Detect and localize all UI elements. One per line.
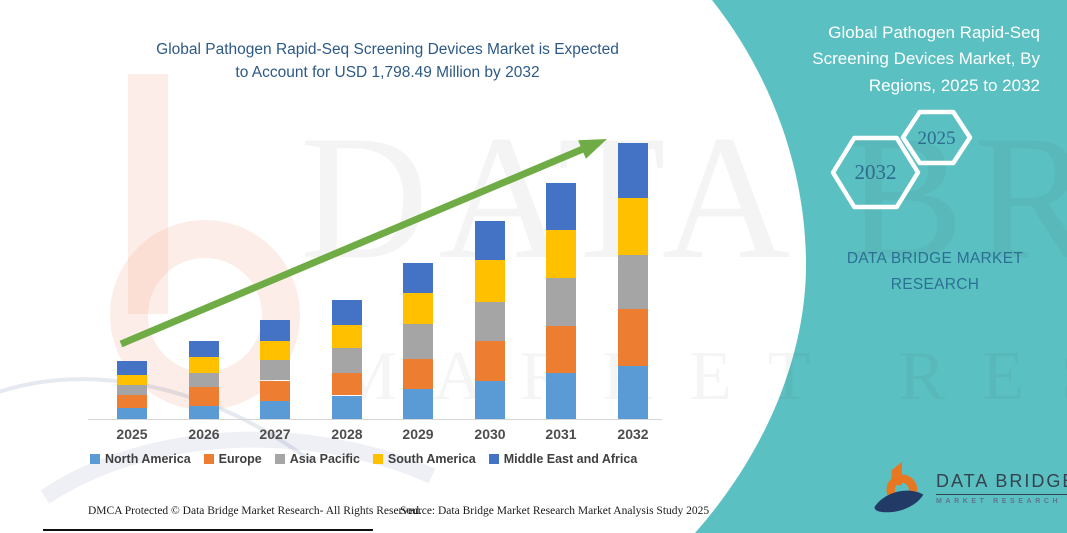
bar-segment-middle-east-and-africa-2031 (546, 182, 576, 230)
bar-segment-middle-east-and-africa-2029 (403, 262, 433, 293)
bar-segment-middle-east-and-africa-2026 (189, 340, 219, 357)
bar-segment-south-america-2028 (332, 325, 362, 349)
legend-label: Europe (218, 452, 262, 466)
bar-segment-europe-2031 (546, 326, 576, 373)
bar-segment-europe-2027 (260, 380, 290, 401)
bar-segment-asia-pacific-2028 (332, 348, 362, 374)
dbmr-logo-subtitle: MARKET RESEARCH (936, 498, 1062, 505)
panel-brand-text: DATA BRIDGE MARKET RESEARCH (846, 250, 1024, 294)
legend-item-middle-east-and-africa: Middle East and Africa (488, 452, 638, 466)
bar-segment-north-america-2032 (618, 365, 648, 419)
bar-segment-asia-pacific-2025 (117, 384, 147, 395)
bar-segment-north-america-2030 (475, 381, 505, 419)
bar-segment-europe-2030 (475, 341, 505, 382)
x-axis-label-2032: 2032 (617, 426, 649, 442)
panel-heading-line2: Screening Devices Market, By (812, 49, 1040, 69)
x-axis-label-2026: 2026 (188, 426, 220, 442)
bar-segment-middle-east-and-africa-2032 (618, 142, 648, 199)
bar-segment-asia-pacific-2026 (189, 372, 219, 387)
hexagon-2025-label: 2025 (918, 128, 956, 149)
footer-source-text: Source: Data Bridge Market Research Mark… (400, 505, 710, 517)
bar-segment-south-america-2032 (618, 198, 648, 256)
x-axis-line (88, 419, 662, 420)
bar-segment-europe-2028 (332, 373, 362, 396)
bar-segment-south-america-2029 (403, 293, 433, 324)
bar-segment-north-america-2026 (189, 406, 219, 419)
bar-segment-south-america-2026 (189, 356, 219, 373)
bar-segment-south-america-2031 (546, 230, 576, 278)
year-hexagons: 2025 2032 (830, 109, 973, 210)
bar-segment-north-america-2029 (403, 388, 433, 419)
legend-label: South America (387, 452, 476, 466)
bar-segment-asia-pacific-2029 (403, 323, 433, 359)
bar-segment-north-america-2028 (332, 395, 362, 419)
bar-segment-europe-2032 (618, 309, 648, 366)
dbmr-logo-text: DATA BRIDGE MARKET RESEARCH (936, 471, 1067, 505)
chart-legend: North America Europe Asia Pacific South Ame… (90, 452, 637, 466)
footer-dmca-text: DMCA Protected © Data Bridge Market Rese… (88, 505, 422, 517)
panel-heading-line3: Regions, 2025 to 2032 (868, 75, 1040, 95)
x-axis-label-2030: 2030 (474, 426, 506, 442)
hexagon-2032 (830, 135, 921, 210)
chart-title-line1: Global Pathogen Rapid-Seq Screening Devi… (156, 41, 619, 58)
x-axis-label-2027: 2027 (259, 426, 291, 442)
bar-segment-north-america-2027 (260, 400, 290, 419)
legend-item-south-america: South America (372, 452, 476, 466)
x-axis-label-2025: 2025 (116, 426, 148, 442)
bar-segment-north-america-2025 (117, 407, 147, 419)
chart-title-line2: to Account for USD 1,798.49 Million by 2… (235, 64, 540, 82)
legend-swatch (274, 454, 285, 464)
x-axis-label-2029: 2029 (402, 426, 434, 442)
bar-segment-asia-pacific-2031 (546, 277, 576, 327)
bar-segment-south-america-2030 (475, 260, 505, 302)
bar-segment-asia-pacific-2027 (260, 360, 290, 381)
bar-segment-asia-pacific-2032 (618, 255, 648, 310)
hexagon-2025 (900, 109, 973, 166)
bar-segment-middle-east-and-africa-2028 (332, 300, 362, 326)
bottom-border-line (43, 529, 373, 531)
legend-swatch (90, 454, 100, 464)
bar-segment-south-america-2027 (260, 340, 290, 361)
legend-item-asia-pacific: Asia Pacific (274, 452, 360, 466)
panel-heading-line1: Global Pathogen Rapid-Seq (828, 23, 1040, 42)
legend-item-europe: Europe (203, 452, 262, 466)
bar-segment-europe-2026 (189, 386, 219, 406)
dbmr-logo: DATA BRIDGE MARKET RESEARCH (872, 460, 1067, 516)
legend-label: North America (105, 452, 191, 466)
legend-item-north-america: North America (90, 452, 191, 466)
panel-heading: Global Pathogen Rapid-Seq Screening Devi… (770, 20, 1040, 99)
x-axis-label-2028: 2028 (331, 426, 363, 442)
legend-label: Middle East and Africa (503, 452, 638, 466)
bar-segment-south-america-2025 (117, 374, 147, 385)
legend-swatch (372, 454, 383, 464)
bar-segment-asia-pacific-2030 (475, 301, 505, 342)
legend-swatch (488, 454, 499, 464)
legend-swatch (203, 454, 214, 464)
x-axis-label-2031: 2031 (545, 426, 577, 442)
bar-segment-north-america-2031 (546, 372, 576, 419)
bar-segment-europe-2029 (403, 358, 433, 389)
bar-segment-middle-east-and-africa-2027 (260, 319, 290, 341)
bar-segment-middle-east-and-africa-2025 (117, 361, 147, 375)
bar-segment-middle-east-and-africa-2030 (475, 221, 505, 260)
bar-segment-europe-2025 (117, 394, 147, 408)
hexagon-2032-label: 2032 (855, 160, 897, 184)
dbmr-logo-mark (874, 461, 924, 513)
chart-title: Global Pathogen Rapid-Seq Screening Devi… (100, 38, 675, 85)
legend-label: Asia Pacific (289, 452, 360, 466)
teal-panel-shape (695, 0, 1067, 533)
dbmr-logo-title: DATA BRIDGE (936, 471, 1067, 495)
